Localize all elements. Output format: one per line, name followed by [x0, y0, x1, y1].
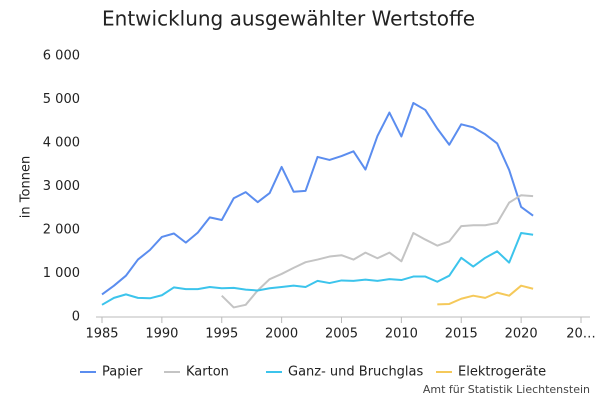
chart-title: Entwicklung ausgewählter Wertstoffe [102, 7, 475, 31]
legend-label: Papier [102, 365, 143, 380]
line [221, 194, 534, 309]
x-tick-label: 2020 [505, 327, 538, 342]
x-tick-label: 1985 [85, 327, 118, 342]
source: Amt für Statistik Liechtenstein [423, 383, 590, 396]
line [101, 232, 534, 306]
legend-label: Karton [186, 365, 229, 380]
y-tick-label: 3 000 [43, 179, 80, 194]
legend-label: Elektrogeräte [458, 365, 546, 380]
x-tick-label: 1990 [145, 327, 178, 342]
y-tick-label: 0 [72, 310, 80, 325]
y-tick-label: 5 000 [43, 92, 80, 107]
x-tick-label: 2015 [445, 327, 478, 342]
x-tick-label: 20… [566, 327, 596, 342]
y-tick-label: 1 000 [43, 266, 80, 281]
x-tick-label: 1995 [205, 327, 238, 342]
y-tick-label: 6 000 [43, 49, 80, 64]
x-tick-label: 2000 [265, 327, 298, 342]
y-axis-label: in Tonnen [19, 156, 34, 218]
y-tick-label: 2 000 [43, 223, 80, 238]
x-tick-label: 2005 [325, 327, 358, 342]
line [437, 284, 534, 306]
line [101, 101, 534, 296]
y-tick-label: 4 000 [43, 136, 80, 151]
x-tick-label: 2010 [385, 327, 418, 342]
legend-label: Ganz- und Bruchglas [288, 365, 424, 380]
